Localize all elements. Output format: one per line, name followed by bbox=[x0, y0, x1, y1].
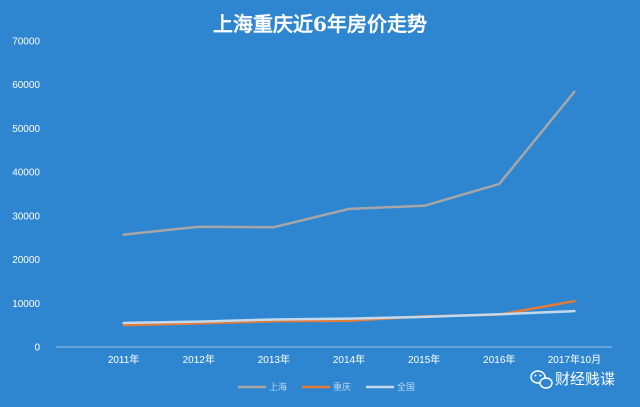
wechat-icon bbox=[530, 370, 553, 389]
legend-label: 重庆 bbox=[333, 381, 351, 393]
series-lines bbox=[122, 90, 576, 327]
y-tick-label: 40000 bbox=[12, 168, 40, 179]
x-tick-label: 2012年 bbox=[183, 353, 215, 366]
series-line-0 bbox=[122, 90, 576, 236]
y-tick-label: 0 bbox=[34, 343, 40, 354]
legend: 上海 重庆 全国 bbox=[238, 381, 415, 393]
y-tick-label: 20000 bbox=[12, 255, 40, 266]
x-tick-label: 2015年 bbox=[408, 353, 440, 366]
legend-label: 全国 bbox=[397, 381, 415, 393]
x-tick-label: 2017年10月 bbox=[548, 353, 601, 366]
x-tick-label: 2013年 bbox=[258, 353, 290, 366]
x-tick-label: 2014年 bbox=[333, 353, 365, 366]
chart-title: 上海重庆近6年房价走势 bbox=[213, 12, 427, 36]
y-axis-tick-labels: 0 10000 20000 30000 40000 50000 60000 70000 bbox=[12, 37, 40, 354]
y-tick-label: 30000 bbox=[12, 211, 40, 222]
y-tick-label: 10000 bbox=[12, 299, 40, 310]
watermark: 财经贱谍 bbox=[530, 370, 615, 389]
x-tick-label: 2011年 bbox=[108, 353, 140, 366]
watermark-label: 财经贱谍 bbox=[555, 370, 615, 388]
y-tick-label: 50000 bbox=[12, 124, 40, 135]
y-tick-label: 60000 bbox=[12, 80, 40, 91]
legend-label: 上海 bbox=[269, 381, 287, 393]
x-tick-label: 2016年 bbox=[483, 353, 515, 366]
y-tick-label: 70000 bbox=[12, 37, 40, 48]
x-axis-tick-labels: 2011年 2012年 2013年 2014年 2015年 2016年 2017年10月 bbox=[108, 353, 601, 366]
